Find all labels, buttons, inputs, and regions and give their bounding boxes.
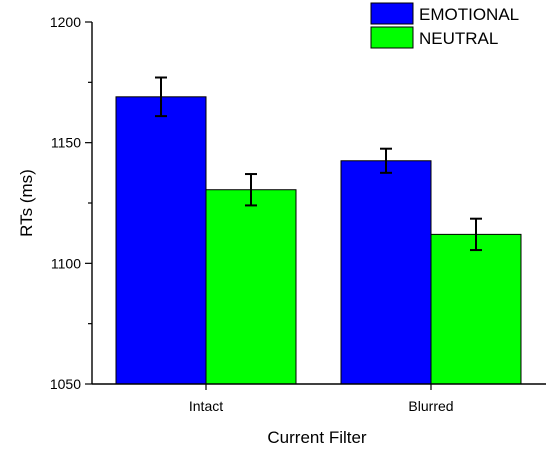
legend-item-neutral: NEUTRAL bbox=[370, 26, 498, 49]
plot-area bbox=[115, 76, 522, 385]
error-bar bbox=[155, 76, 167, 118]
x-axis-ticks: Intact Blurred bbox=[189, 384, 454, 414]
x-tick-label: Intact bbox=[189, 398, 223, 414]
x-tick-label: Blurred bbox=[408, 398, 453, 414]
bar-emotional-intact bbox=[115, 96, 207, 385]
y-tick-label: 1100 bbox=[51, 255, 81, 271]
bar-neutral-intact bbox=[205, 189, 297, 385]
axes: 1050 1100 1150 1200 Intact Blurred bbox=[50, 14, 546, 414]
legend-label: EMOTIONAL bbox=[419, 5, 519, 24]
bar-neutral-blurred bbox=[430, 233, 522, 385]
y-axis-ticks: 1050 1100 1150 1200 bbox=[50, 14, 92, 392]
y-axis-title: RTs (ms) bbox=[17, 169, 36, 237]
legend-swatch bbox=[370, 26, 414, 49]
error-bar bbox=[380, 147, 392, 174]
bar-emotional-blurred bbox=[340, 160, 432, 385]
y-tick-label: 1050 bbox=[50, 376, 81, 392]
legend: EMOTIONAL NEUTRAL bbox=[370, 2, 519, 49]
x-axis-title: Current Filter bbox=[267, 428, 367, 447]
error-bar bbox=[470, 217, 482, 252]
y-tick-label: 1200 bbox=[50, 14, 81, 30]
legend-label: NEUTRAL bbox=[419, 29, 498, 48]
legend-swatch bbox=[370, 2, 414, 25]
y-tick-label: 1150 bbox=[51, 135, 81, 151]
legend-item-emotional: EMOTIONAL bbox=[370, 2, 519, 25]
error-bar bbox=[245, 173, 257, 207]
